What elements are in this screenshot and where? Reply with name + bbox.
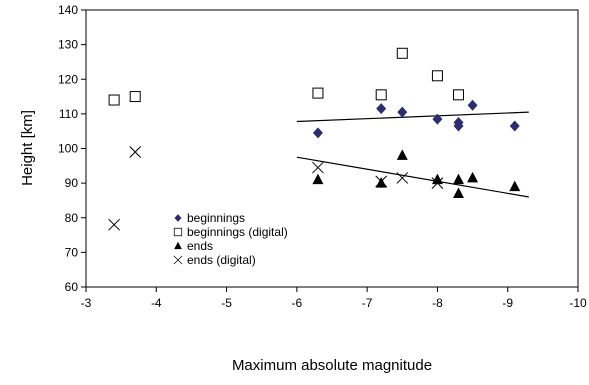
point-filled-triangle xyxy=(453,173,465,185)
point-open-square xyxy=(375,89,387,101)
point-filled-triangle xyxy=(453,187,465,199)
point-x-cross xyxy=(129,146,142,158)
point-open-square xyxy=(129,91,141,103)
point-filled-diamond xyxy=(397,106,408,118)
point-filled-diamond xyxy=(376,103,387,115)
x-axis-title: Maximum absolute magnitude xyxy=(232,357,432,374)
point-filled-diamond xyxy=(312,127,323,139)
point-filled-diamond xyxy=(453,120,464,132)
point-x-cross xyxy=(396,172,409,184)
point-filled-diamond xyxy=(432,113,443,125)
y-tick-label: 130 xyxy=(58,38,78,52)
x-tick-label: -3 xyxy=(81,296,92,310)
legend-label: ends xyxy=(187,239,213,253)
y-tick-label: 110 xyxy=(59,107,78,121)
plot-area xyxy=(85,9,579,288)
x-axis: -3 -4 -5 -6 -7 -8 -9 -10 xyxy=(81,287,587,310)
legend-marker xyxy=(174,214,182,222)
y-tick-label: 70 xyxy=(65,245,79,259)
y-tick-label: 140 xyxy=(58,3,78,17)
trendline-ends xyxy=(296,156,529,198)
y-tick-label: 100 xyxy=(58,142,78,156)
x-tick-label: -9 xyxy=(502,296,513,310)
point-open-square xyxy=(453,89,465,101)
x-tick-label: -10 xyxy=(569,296,587,310)
y-tick-label: 80 xyxy=(65,211,79,225)
point-filled-triangle xyxy=(431,173,443,185)
point-filled-triangle xyxy=(509,180,521,192)
x-tick-label: -5 xyxy=(221,296,232,310)
legend-label: ends (digital) xyxy=(187,253,256,267)
point-x-cross xyxy=(312,161,324,174)
point-filled-triangle xyxy=(467,171,479,183)
x-tick-label: -6 xyxy=(292,296,303,310)
point-open-square xyxy=(312,87,324,99)
x-tick-label: -8 xyxy=(432,296,443,310)
point-filled-triangle xyxy=(375,177,387,188)
point-open-square xyxy=(108,94,120,106)
legend-marker xyxy=(173,227,183,237)
point-filled-diamond xyxy=(509,120,520,132)
point-x-cross xyxy=(375,175,388,188)
legend-label: beginnings xyxy=(187,211,245,225)
y-tick-label: 120 xyxy=(58,72,78,86)
point-filled-triangle xyxy=(312,173,324,185)
y-axis: 60 70 80 90 100 110 120 130 140 xyxy=(58,3,86,294)
y-tick-label: 60 xyxy=(65,280,79,294)
point-open-square xyxy=(396,47,408,59)
legend-marker xyxy=(173,255,183,265)
y-axis-title: Height [km] xyxy=(19,110,36,186)
data-points xyxy=(108,47,521,231)
point-x-cross xyxy=(431,177,444,189)
point-filled-diamond xyxy=(467,99,478,111)
point-filled-triangle xyxy=(396,149,408,160)
point-x-cross xyxy=(108,218,120,231)
legend-label: beginnings (digital) xyxy=(187,225,288,239)
y-tick-label: 90 xyxy=(65,176,79,190)
point-open-square xyxy=(431,70,443,82)
x-tick-label: -7 xyxy=(362,296,373,310)
legend-marker xyxy=(174,241,182,250)
trendlines xyxy=(296,111,529,198)
x-tick-label: -4 xyxy=(151,296,162,310)
trendline-beginnings xyxy=(296,111,529,123)
